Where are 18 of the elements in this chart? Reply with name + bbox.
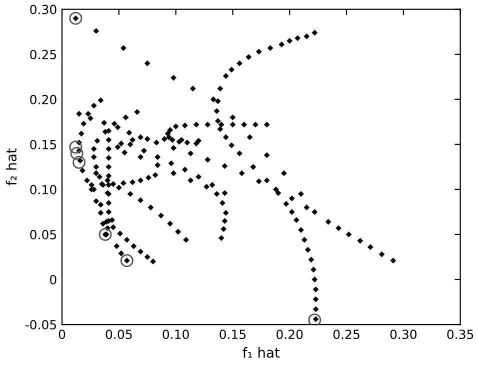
x-tick-label: 0 <box>58 330 66 340</box>
x-axis-title: f₁ hat <box>242 347 280 358</box>
y-tick-label: -0.05 <box>25 320 56 330</box>
y-tick-label: 0.25 <box>30 50 56 60</box>
x-tick-label: 0.15 <box>220 330 246 340</box>
y-tick-label: 0.05 <box>30 230 56 240</box>
x-tick-label: 0.20 <box>276 330 303 340</box>
y-tick-label: 0.30 <box>30 4 56 14</box>
x-tick-label: 0.10 <box>162 330 189 340</box>
x-tick-label: 0.30 <box>390 330 416 340</box>
y-tick-label: 0.20 <box>30 94 56 104</box>
y-tick-label: 0.15 <box>30 140 56 150</box>
x-tick-label: 0.25 <box>333 330 360 340</box>
y-axis-title: f₂ hat <box>6 148 17 186</box>
y-tick-label: 0.10 <box>30 184 56 194</box>
x-tick-label: 0.05 <box>106 330 132 340</box>
y-tick-label: 0 <box>50 274 56 284</box>
x-tick-label: 0.35 <box>447 330 474 340</box>
